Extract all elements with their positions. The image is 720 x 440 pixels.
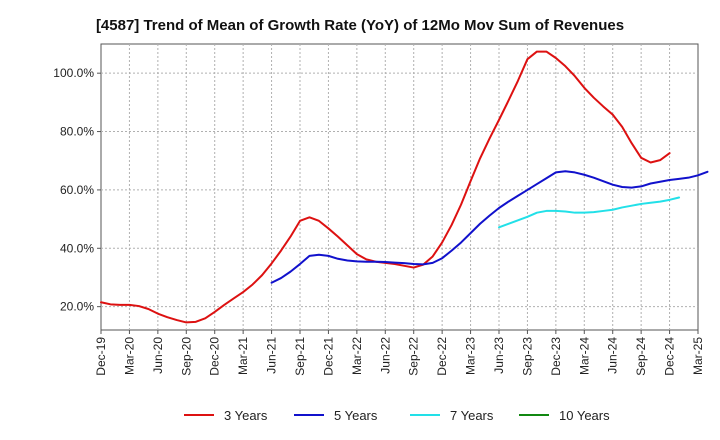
x-tick-label: Sep-20	[179, 337, 193, 376]
x-tick-label: Dec-22	[435, 337, 449, 376]
series-layer	[100, 50, 709, 324]
legend-label-3-years: 3 Years	[224, 408, 268, 423]
legend-label-7-years: 7 Years	[450, 408, 494, 423]
x-tick-label: Dec-23	[549, 337, 563, 376]
grid	[101, 44, 698, 330]
x-tick-label: Dec-24	[663, 337, 677, 376]
x-tick-label: Jun-21	[265, 337, 279, 374]
x-tick-label: Dec-19	[94, 337, 108, 376]
x-tick-label: Mar-21	[236, 337, 250, 375]
legend: 3 Years 5 Years 7 Years 10 Years	[184, 408, 610, 423]
series-line-5-years	[270, 170, 709, 284]
x-tick-label: Jun-23	[492, 337, 506, 374]
legend-label-5-years: 5 Years	[334, 408, 378, 423]
y-tick-label: 100.0%	[53, 66, 94, 80]
chart-title: [4587] Trend of Mean of Growth Rate (YoY…	[96, 17, 624, 34]
plot-area	[100, 43, 699, 331]
x-tick-label: Sep-23	[520, 337, 534, 376]
x-tick-label: Sep-21	[293, 337, 307, 376]
y-axis: 20.0% 40.0% 60.0% 80.0% 100.0%	[53, 66, 101, 314]
x-tick-label: Sep-24	[634, 337, 648, 376]
legend-label-10-years: 10 Years	[559, 408, 610, 423]
y-tick-label: 80.0%	[60, 125, 94, 139]
x-tick-label: Dec-20	[208, 337, 222, 376]
x-tick-label: Mar-23	[464, 337, 478, 375]
x-tick-label: Mar-22	[350, 337, 364, 375]
x-tick-label: Mar-24	[577, 337, 591, 375]
x-tick-label: Jun-24	[606, 337, 620, 374]
x-tick-label: Mar-25	[691, 337, 705, 375]
x-tick-label: Jun-20	[151, 337, 165, 374]
y-tick-label: 60.0%	[60, 183, 94, 197]
series-line-7-years	[498, 196, 681, 229]
x-tick-label: Sep-22	[407, 337, 421, 376]
y-tick-label: 40.0%	[60, 241, 94, 255]
x-axis: Dec-19 Mar-20 Jun-20 Sep-20 Dec-20 Mar-21 Jun-…	[94, 330, 705, 376]
x-tick-label: Jun-22	[378, 337, 392, 374]
x-tick-label: Mar-20	[122, 337, 136, 375]
x-tick-label: Dec-21	[321, 337, 335, 376]
y-tick-label: 20.0%	[60, 300, 94, 314]
